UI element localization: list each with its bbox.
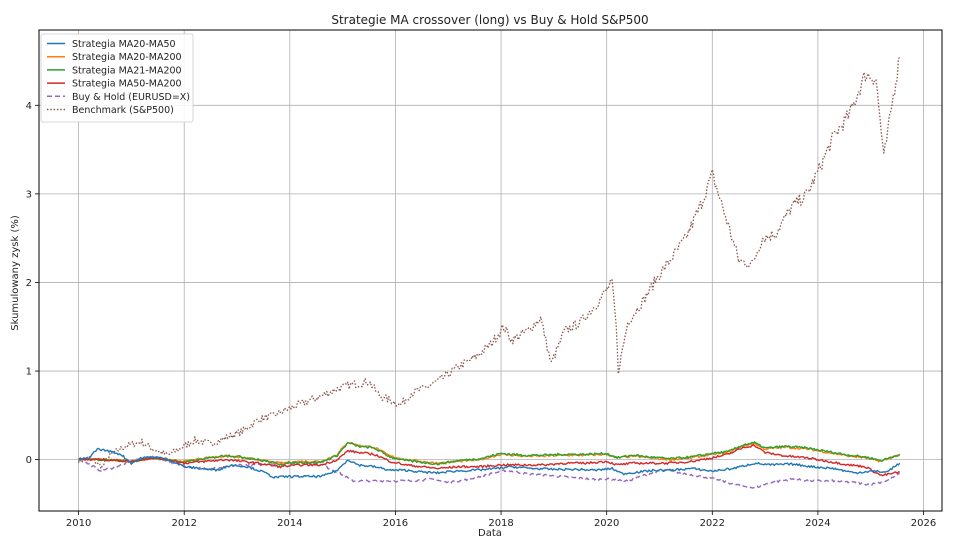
- x-tick-label: 2022: [700, 518, 725, 529]
- y-tick-label: 3: [26, 189, 32, 200]
- legend-label: Strategia MA20-MA200: [72, 52, 182, 63]
- x-axis-ticks: 2010 2012 2014 2016 2018 2020 2022 2024 2026: [66, 511, 936, 529]
- x-tick-label: 2026: [911, 518, 936, 529]
- x-tick-label: 2012: [171, 518, 196, 529]
- x-tick-label: 2018: [488, 518, 513, 529]
- y-tick-label: 4: [26, 101, 32, 112]
- series-line-4: [78, 455, 900, 489]
- y-tick-label: 2: [26, 278, 32, 289]
- legend-label: Strategia MA50-MA200: [72, 79, 182, 90]
- series-line-0: [78, 447, 901, 479]
- legend-label: Strategia MA20-MA50: [72, 39, 176, 50]
- legend-box: [40, 33, 194, 123]
- plot-frame: [38, 29, 943, 512]
- x-tick-label: 2020: [594, 518, 619, 529]
- series-lines: [77, 56, 901, 489]
- legend-label: Buy & Hold (EURUSD=X): [72, 92, 190, 103]
- y-axis-label: Skumulowany zysk (%): [10, 215, 21, 331]
- y-axis-ticks: 0 1 2 3 4: [26, 101, 39, 466]
- legend-label: Benchmark (S&P500): [72, 105, 174, 116]
- legend: Strategia MA20-MA50 Strategia MA20-MA200 S…: [40, 33, 194, 123]
- y-tick-label: 0: [26, 455, 32, 466]
- x-tick-label: 2010: [66, 518, 91, 529]
- x-tick-label: 2024: [805, 518, 830, 529]
- x-tick-label: 2016: [383, 518, 408, 529]
- chart-title: Strategie MA crossover (long) vs Buy & H…: [331, 13, 648, 27]
- series-line-5: [77, 56, 901, 470]
- x-tick-label: 2014: [277, 518, 302, 529]
- series-line-3: [78, 444, 900, 477]
- y-tick-label: 1: [26, 367, 32, 378]
- series-line-2: [78, 441, 901, 466]
- x-axis-label: Data: [478, 528, 502, 539]
- grid: [39, 30, 942, 511]
- legend-label: Strategia MA21-MA200: [72, 65, 182, 76]
